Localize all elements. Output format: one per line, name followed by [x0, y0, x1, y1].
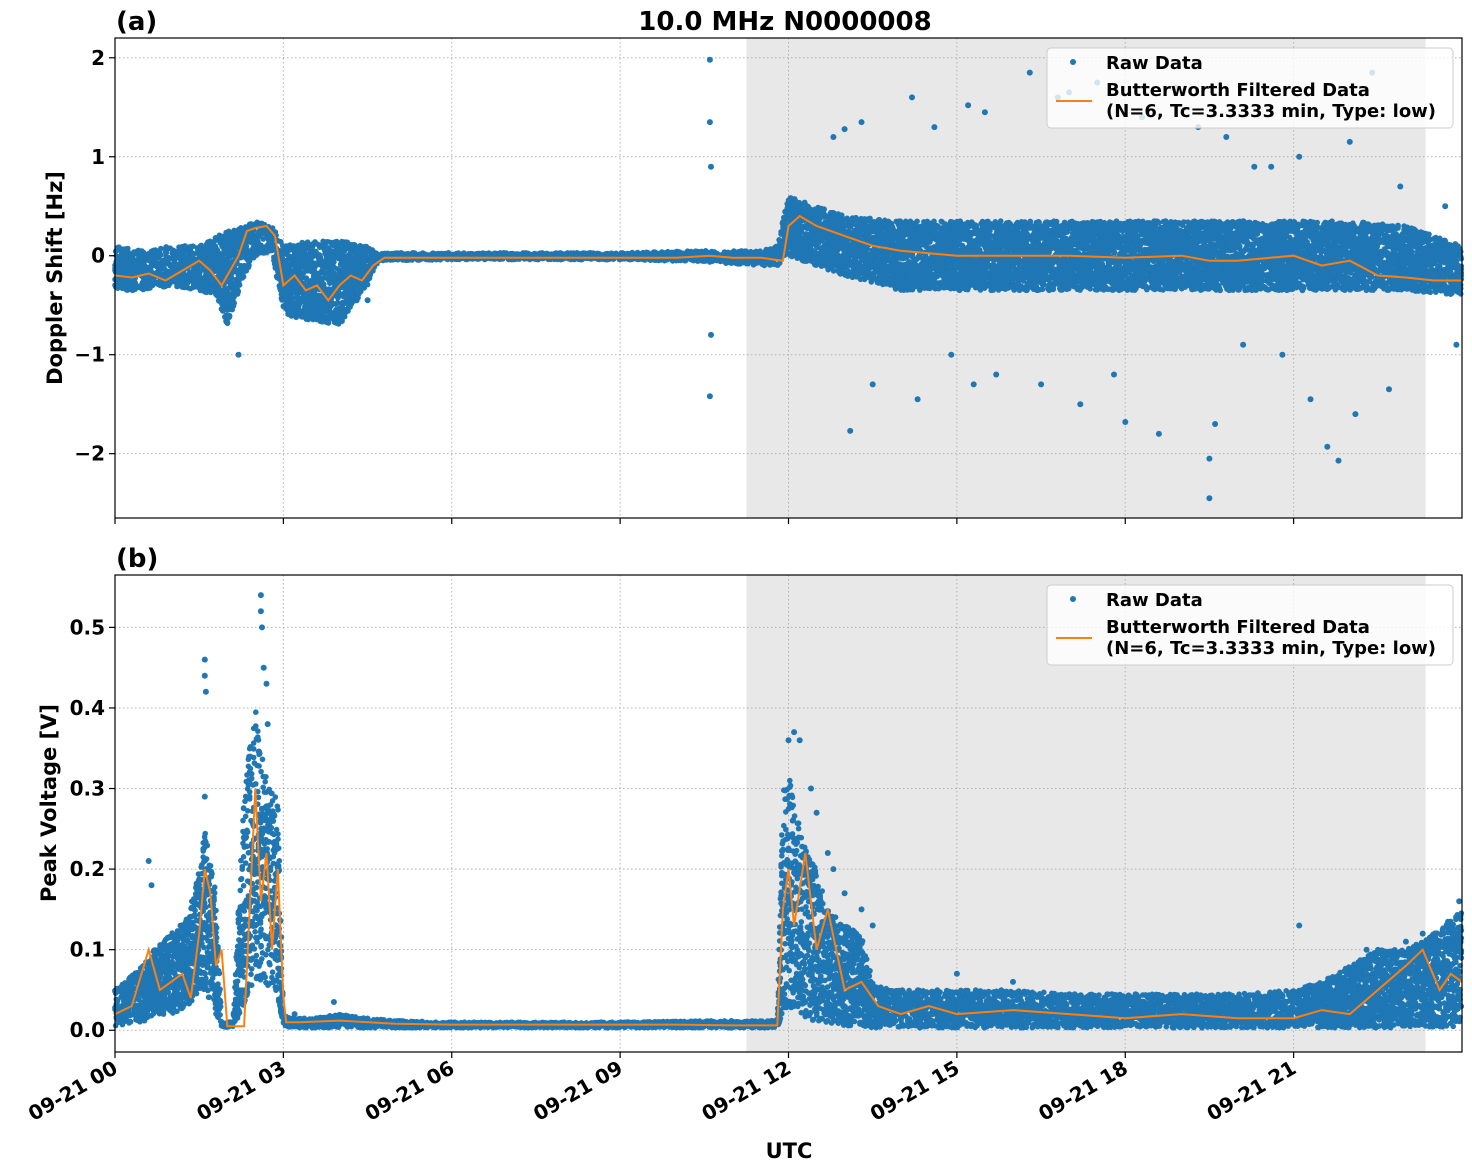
raw-point — [364, 281, 371, 288]
raw-point — [240, 273, 247, 280]
raw-point — [190, 252, 196, 258]
raw-point — [207, 289, 214, 296]
raw-point — [158, 252, 164, 258]
raw-point — [226, 314, 233, 320]
raw-point — [331, 259, 337, 265]
raw-point — [158, 245, 164, 252]
panel-a: 210−1−2 (a) Doppler Shift [Hz] Raw Data … — [43, 7, 1465, 524]
raw-point — [231, 300, 237, 306]
raw-point — [197, 269, 203, 276]
raw-point — [236, 282, 243, 288]
raw-point — [235, 288, 242, 295]
raw-point — [821, 206, 827, 212]
figure-title: 10.0 MHz N0000008 — [638, 7, 931, 37]
raw-point — [914, 218, 920, 225]
